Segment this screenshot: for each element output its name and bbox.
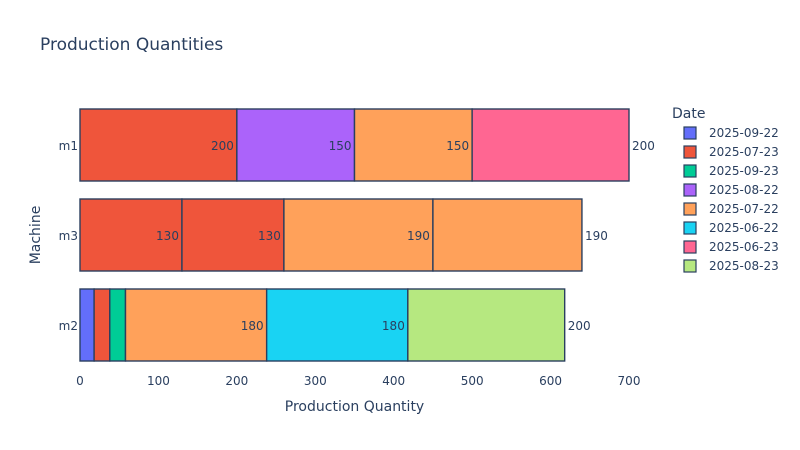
bar-segment[interactable]	[265, 288, 409, 362]
bar-segment[interactable]	[93, 288, 111, 362]
legend-label: 2025-06-22	[709, 221, 779, 235]
x-tick-label: 600	[539, 374, 562, 388]
data-label: 190	[407, 229, 430, 243]
bar-segment[interactable]	[124, 288, 268, 362]
x-tick-label: 700	[618, 374, 641, 388]
x-tick-label: 400	[382, 374, 405, 388]
x-tick-label: 300	[304, 374, 327, 388]
legend-swatch[interactable]	[683, 145, 697, 159]
y-tick-label: m3	[59, 229, 78, 243]
legend-label: 2025-08-22	[709, 183, 779, 197]
y-axis-title: Machine	[28, 206, 44, 265]
data-label: 190	[585, 229, 608, 243]
bar-segment[interactable]	[79, 108, 238, 182]
bar-segment[interactable]	[407, 288, 566, 362]
legend-swatch[interactable]	[683, 126, 697, 140]
data-label: 180	[241, 319, 264, 333]
legend-swatch[interactable]	[683, 164, 697, 178]
data-label: 150	[446, 139, 469, 153]
legend-label: 2025-07-22	[709, 202, 779, 216]
legend-label: 2025-06-23	[709, 240, 779, 254]
bar-segment[interactable]	[353, 108, 473, 182]
legend-swatch[interactable]	[683, 202, 697, 216]
legend-swatch[interactable]	[683, 183, 697, 197]
legend-title: Date	[672, 106, 705, 122]
chart-title: Production Quantities	[40, 35, 223, 55]
data-label: 200	[632, 139, 655, 153]
legend-swatch[interactable]	[683, 259, 697, 273]
x-tick-label: 500	[461, 374, 484, 388]
data-label: 200	[211, 139, 234, 153]
y-tick-label: m1	[59, 139, 78, 153]
data-label: 130	[156, 229, 179, 243]
x-tick-label: 100	[147, 374, 170, 388]
legend-swatch[interactable]	[683, 240, 697, 254]
bar-segment[interactable]	[471, 108, 630, 182]
data-label: 150	[329, 139, 352, 153]
data-label: 180	[382, 319, 405, 333]
legend-swatch[interactable]	[683, 221, 697, 235]
bar-segment[interactable]	[432, 198, 583, 272]
x-axis-title: Production Quantity	[285, 399, 424, 415]
x-tick-label: 0	[76, 374, 84, 388]
bar-segment[interactable]	[236, 108, 356, 182]
bar-segment[interactable]	[79, 288, 95, 362]
data-label: 200	[568, 319, 591, 333]
bar-segment[interactable]	[283, 198, 434, 272]
legend-label: 2025-07-23	[709, 145, 779, 159]
legend-label: 2025-08-23	[709, 259, 779, 273]
x-tick-label: 200	[225, 374, 248, 388]
bar-segment[interactable]	[181, 198, 285, 272]
y-tick-label: m2	[59, 319, 78, 333]
data-label: 130	[258, 229, 281, 243]
legend-label: 2025-09-22	[709, 126, 779, 140]
bar-segment[interactable]	[109, 288, 127, 362]
legend-label: 2025-09-23	[709, 164, 779, 178]
